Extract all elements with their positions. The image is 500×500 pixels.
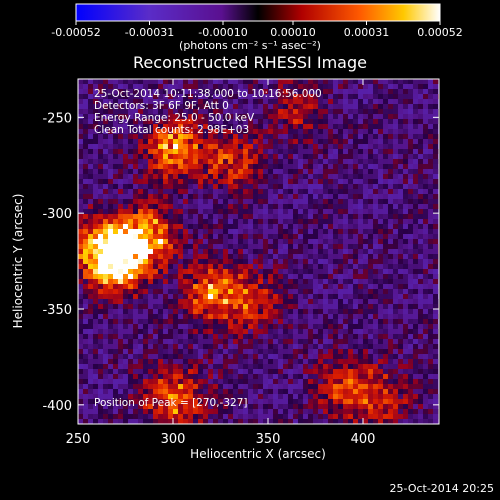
plot-frame	[77, 78, 440, 425]
annotation-clean: Clean Total counts: 2.98E+03	[94, 124, 250, 136]
heatmap-image	[78, 79, 439, 424]
annotation-detectors: Detectors: 3F 6F 9F, Att 0	[94, 100, 229, 112]
y-tick-label: -350	[42, 303, 72, 318]
annotation-time-range: 25-Oct-2014 10:11:38.000 to 10:16:56.000	[94, 88, 322, 100]
colorbar-tick-label: 0.00031	[344, 26, 390, 39]
y-tick-label: -250	[42, 111, 72, 126]
x-tick-label: 250	[66, 432, 91, 447]
colorbar-tick-label: -0.00052	[51, 26, 100, 39]
colorbar	[75, 3, 441, 22]
colorbar-tick-label: -0.00010	[198, 26, 247, 39]
y-tick-label: -300	[42, 207, 72, 222]
annotation-energy: Energy Range: 25.0 - 50.0 keV	[94, 112, 255, 124]
x-tick-label: 400	[351, 432, 376, 447]
colorbar-unit-label: (photons cm⁻² s⁻¹ asec⁻²)	[179, 39, 321, 52]
chart-title: Reconstructed RHESSI Image	[133, 53, 367, 72]
footer-timestamp: 25-Oct-2014 20:25	[389, 482, 494, 495]
colorbar-tick-label: 0.00052	[417, 26, 463, 39]
annotation-peak-position: Position of Peak = [270,-327]	[94, 397, 248, 409]
x-tick-label: 300	[161, 432, 186, 447]
colorbar-tick-label: -0.00031	[125, 26, 174, 39]
y-tick-label: -400	[42, 399, 72, 414]
x-axis-label: Heliocentric X (arcsec)	[190, 447, 326, 461]
colorbar-tick-label: 0.00010	[270, 26, 316, 39]
axes: 250 300 350 400 -250 -300 -350 -400	[42, 79, 439, 447]
colorbar-ticks: -0.00052 -0.00031 -0.00010 0.00010 0.00031 0.…	[51, 21, 463, 39]
y-axis-label: Heliocentric Y (arcsec)	[11, 193, 25, 329]
x-tick-label: 350	[256, 432, 281, 447]
